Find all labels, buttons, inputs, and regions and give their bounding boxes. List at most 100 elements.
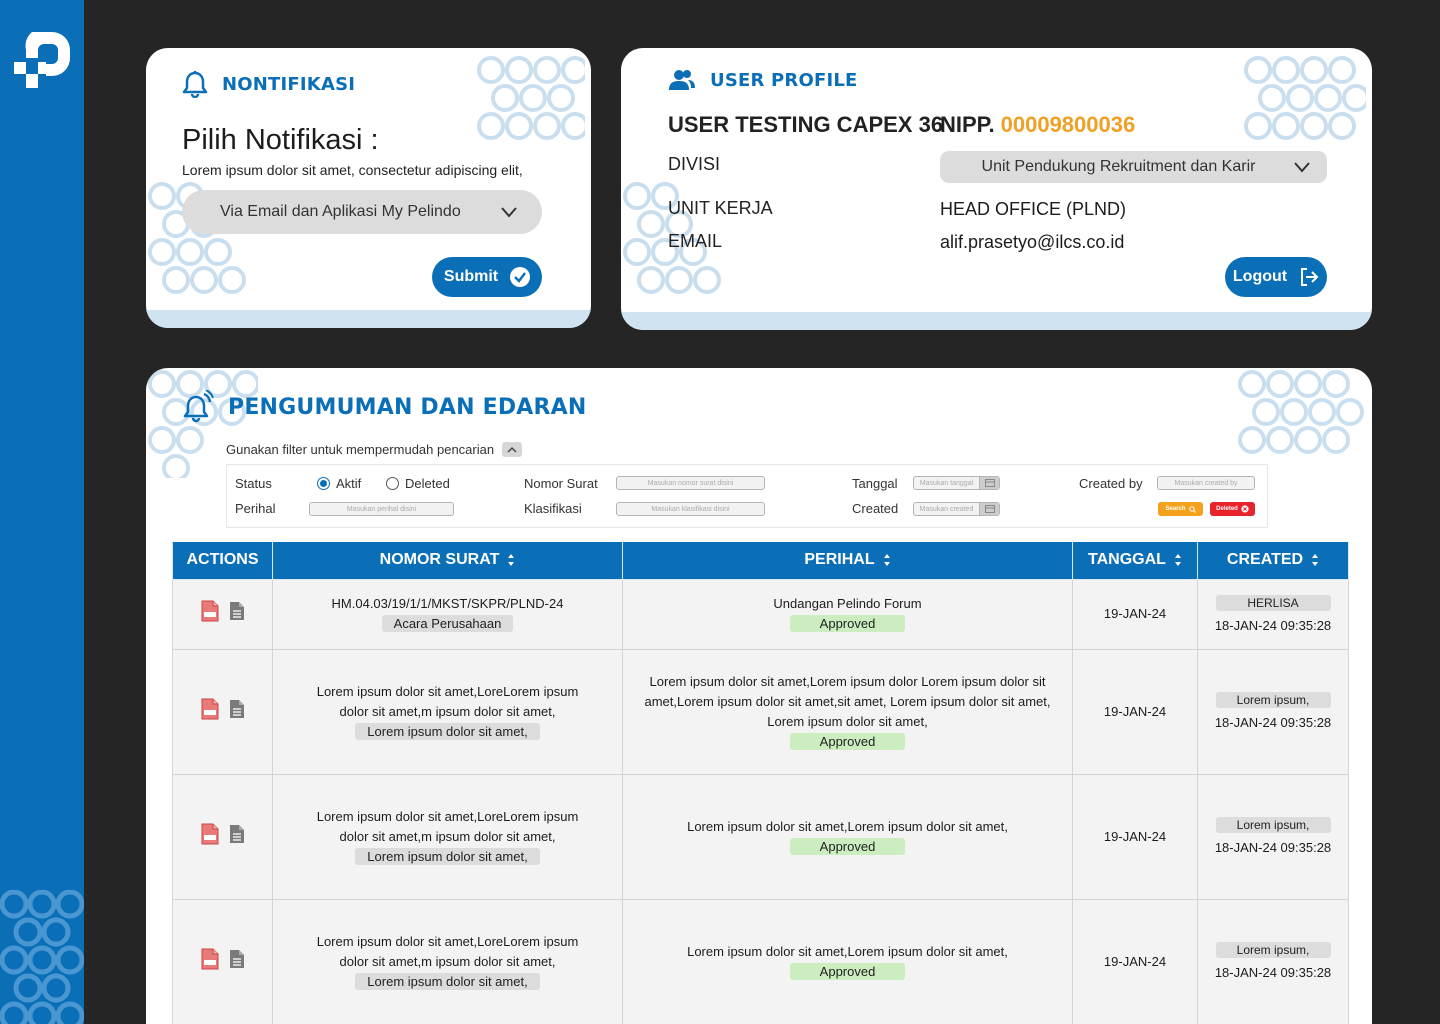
notification-description: Lorem ipsum dolor sit amet, consectetur … bbox=[182, 162, 523, 178]
actions-cell bbox=[172, 648, 273, 775]
card-bottom-strip bbox=[146, 310, 591, 328]
radio-unchecked-icon bbox=[386, 477, 399, 490]
card-pattern-decoration bbox=[623, 182, 721, 294]
nipp: NIPP. 00009800036 bbox=[940, 112, 1135, 138]
table-header-row: ACTIONS NOMOR SURAT PERIHAL TANGGAL CREA… bbox=[172, 542, 1349, 580]
column-header-perihal[interactable]: PERIHAL bbox=[622, 542, 1073, 580]
created-cell: HERLISA 18-JAN-24 09:35:28 bbox=[1197, 578, 1349, 650]
radio-checked-icon bbox=[317, 477, 330, 490]
column-header-tanggal[interactable]: TANGGAL bbox=[1072, 542, 1198, 580]
sort-icon[interactable] bbox=[883, 553, 891, 567]
nomor-surat-text: HM.04.03/19/1/1/MKST/SKPR/PLND-24 bbox=[331, 596, 564, 611]
table-row[interactable]: HM.04.03/19/1/1/MKST/SKPR/PLND-24 Acara … bbox=[172, 578, 1349, 650]
card-pattern-decoration bbox=[1244, 56, 1366, 140]
created-at-text: 18-JAN-24 09:35:28 bbox=[1214, 965, 1332, 980]
perihal-cell: Undangan Pelindo Forum Approved bbox=[622, 578, 1073, 650]
notification-method-select[interactable]: Via Email dan Aplikasi My Pelindo bbox=[182, 190, 542, 234]
created-filter-label: Created bbox=[852, 501, 899, 516]
pdf-file-icon[interactable] bbox=[201, 600, 219, 622]
divisi-value: Unit Pendukung Rekruitment dan Karir bbox=[981, 158, 1256, 175]
tanggal-input[interactable]: Masukan tanggal bbox=[913, 476, 1000, 490]
divisi-select[interactable]: Unit Pendukung Rekruitment dan Karir bbox=[940, 151, 1327, 183]
calendar-icon[interactable] bbox=[979, 503, 999, 515]
pdf-file-icon[interactable] bbox=[201, 823, 219, 845]
perihal-cell: Lorem ipsum dolor sit amet,Lorem ipsum d… bbox=[622, 898, 1073, 1024]
document-icon[interactable] bbox=[229, 601, 245, 621]
status-deleted-label: Deleted bbox=[405, 476, 450, 491]
status-aktif-label: Aktif bbox=[336, 476, 362, 491]
nipp-value: 00009800036 bbox=[1000, 112, 1136, 137]
sort-icon[interactable] bbox=[1311, 553, 1319, 567]
sort-icon[interactable] bbox=[1174, 553, 1182, 567]
column-header-actions: ACTIONS bbox=[172, 542, 273, 580]
column-header-label: CREATED bbox=[1226, 551, 1304, 569]
pelindo-logo-icon[interactable] bbox=[12, 28, 72, 92]
perihal-input[interactable]: Masukan perihal disini bbox=[309, 502, 454, 516]
pdf-file-icon[interactable] bbox=[201, 698, 219, 720]
document-icon[interactable] bbox=[229, 699, 245, 719]
perihal-cell: Lorem ipsum dolor sit amet,Lorem ipsum d… bbox=[622, 648, 1073, 775]
search-icon bbox=[1188, 505, 1196, 513]
filter-hint-text: Gunakan filter untuk mempermudah pencari… bbox=[226, 442, 495, 457]
klasifikasi-tag: Lorem ipsum dolor sit amet, bbox=[355, 972, 540, 990]
announcements-card-title: PENGUMUMAN DAN EDARAN bbox=[182, 390, 587, 424]
nomor-surat-text: Lorem ipsum dolor sit amet,LoreLorem ips… bbox=[316, 933, 579, 969]
notification-title-text: NONTIFIKASI bbox=[222, 73, 356, 95]
pdf-file-icon[interactable] bbox=[201, 948, 219, 970]
submit-button[interactable]: Submit bbox=[432, 257, 542, 297]
actions-cell bbox=[172, 578, 273, 650]
status-deleted-radio[interactable]: Deleted bbox=[386, 476, 450, 491]
created-cell: Lorem ipsum, 18-JAN-24 09:35:28 bbox=[1197, 648, 1349, 775]
tanggal-input-placeholder: Masukan tanggal bbox=[919, 479, 974, 487]
logout-icon bbox=[1301, 268, 1319, 286]
announcements-card: PENGUMUMAN DAN EDARAN Gunakan filter unt… bbox=[146, 368, 1372, 1024]
sort-icon[interactable] bbox=[507, 553, 515, 567]
nomor-surat-input[interactable]: Masukan nomor surat disini bbox=[616, 476, 765, 490]
email-value: alif.prasetyo@ilcs.co.id bbox=[940, 232, 1125, 252]
status-filter-label: Status bbox=[235, 476, 272, 491]
sidebar bbox=[0, 0, 84, 1024]
user-profile-title-text: USER PROFILE bbox=[710, 69, 858, 91]
klasifikasi-tag: Lorem ipsum dolor sit amet, bbox=[355, 847, 540, 865]
perihal-text: Lorem ipsum dolor sit amet,Lorem ipsum d… bbox=[687, 818, 1008, 834]
actions-cell bbox=[172, 898, 273, 1024]
logout-button[interactable]: Logout bbox=[1225, 257, 1327, 297]
document-icon[interactable] bbox=[229, 949, 245, 969]
created-by-tag: Lorem ipsum, bbox=[1215, 942, 1331, 958]
klasifikasi-input[interactable]: Masukan klasifikasi disini bbox=[616, 502, 765, 516]
perihal-text: Lorem ipsum dolor sit amet,Lorem ipsum d… bbox=[687, 943, 1008, 959]
table-row[interactable]: Lorem ipsum dolor sit amet,LoreLorem ips… bbox=[172, 648, 1349, 775]
pick-notification-heading: Pilih Notifikasi : bbox=[182, 124, 379, 156]
nomor-surat-text: Lorem ipsum dolor sit amet,LoreLorem ips… bbox=[316, 808, 579, 844]
status-badge: Approved bbox=[790, 962, 905, 980]
created-by-input[interactable]: Masukan created by bbox=[1157, 476, 1255, 490]
user-name: USER TESTING CAPEX 36 bbox=[668, 112, 944, 137]
email-label: EMAIL bbox=[668, 231, 723, 251]
unit-kerja-label: UNIT KERJA bbox=[668, 198, 773, 218]
table-row[interactable]: Lorem ipsum dolor sit amet,LoreLorem ips… bbox=[172, 898, 1349, 1024]
created-by-filter-label: Created by bbox=[1079, 476, 1143, 491]
actions-cell bbox=[172, 773, 273, 900]
filter-collapse-toggle[interactable] bbox=[502, 442, 523, 457]
user-profile-card: USER PROFILE USER TESTING CAPEX 36 NIPP.… bbox=[621, 48, 1372, 330]
table-row[interactable]: Lorem ipsum dolor sit amet,LoreLorem ips… bbox=[172, 773, 1349, 900]
users-icon bbox=[669, 70, 695, 90]
document-icon[interactable] bbox=[229, 824, 245, 844]
nomor-surat-filter-label: Nomor Surat bbox=[524, 476, 598, 491]
created-input[interactable]: Masukan created bbox=[913, 502, 1000, 516]
chevron-up-icon bbox=[507, 446, 517, 453]
status-aktif-radio[interactable]: Aktif bbox=[317, 476, 361, 491]
column-header-label: PERIHAL bbox=[804, 551, 875, 569]
logout-button-label: Logout bbox=[1232, 268, 1288, 285]
nomor-surat-cell: HM.04.03/19/1/1/MKST/SKPR/PLND-24 Acara … bbox=[272, 578, 623, 650]
column-header-created[interactable]: CREATED bbox=[1197, 542, 1349, 580]
search-button[interactable]: Search bbox=[1158, 502, 1203, 516]
perihal-cell: Lorem ipsum dolor sit amet,Lorem ipsum d… bbox=[622, 773, 1073, 900]
column-header-label: NOMOR SURAT bbox=[379, 551, 500, 569]
column-header-nomor-surat[interactable]: NOMOR SURAT bbox=[272, 542, 623, 580]
calendar-icon[interactable] bbox=[979, 477, 999, 489]
card-pattern-decoration bbox=[1238, 370, 1364, 454]
deleted-button[interactable]: Deleted bbox=[1210, 502, 1255, 516]
tanggal-cell: 19-JAN-24 bbox=[1072, 898, 1198, 1024]
created-at-text: 18-JAN-24 09:35:28 bbox=[1214, 840, 1332, 855]
